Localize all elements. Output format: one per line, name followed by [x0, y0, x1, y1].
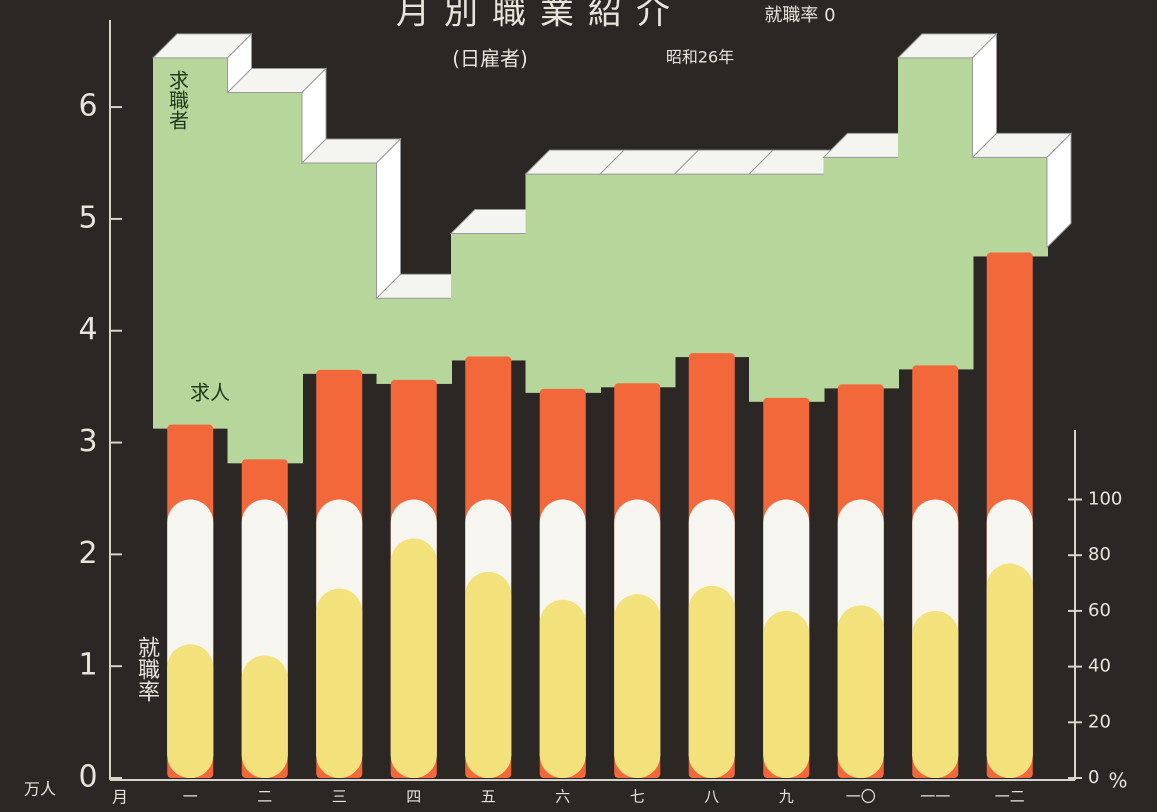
seeker-block	[823, 157, 899, 389]
x-tick-label: 一一	[920, 788, 950, 806]
rate-bar	[316, 588, 363, 778]
series-label: 求人	[190, 381, 230, 405]
seeker-block	[451, 233, 527, 361]
x-tick-label: 四	[406, 788, 421, 806]
seeker-block	[227, 92, 303, 464]
y-tick-label: 3	[78, 424, 97, 459]
x-label: 月	[112, 788, 128, 807]
seeker-block	[972, 157, 1048, 257]
y-tick-label: 1	[78, 648, 97, 683]
y2-tick-label: 60	[1088, 600, 1111, 621]
y-tick-label: 6	[78, 89, 97, 124]
series-label: 求職者	[166, 70, 190, 130]
x-tick-label: 三	[332, 788, 347, 806]
rate-bar	[986, 563, 1033, 778]
y2-tick-label: 80	[1088, 544, 1111, 565]
rate-bar	[688, 585, 735, 778]
rate-bar	[539, 599, 586, 778]
x-tick-label: 一	[183, 788, 198, 806]
y-tick-label: 5	[78, 200, 97, 235]
date-note: 昭和26年	[666, 48, 734, 67]
y2-unit: %	[1108, 769, 1127, 793]
series-label: 就職率	[134, 636, 160, 702]
seeker-block	[153, 57, 229, 429]
y2-tick-label: 20	[1088, 711, 1111, 732]
seeker-block-side	[376, 137, 401, 300]
seeker-block	[376, 298, 452, 384]
chart-title: 月別職業紹介	[396, 0, 684, 33]
x-tick-label: 二	[257, 788, 272, 806]
y-unit: 万人	[24, 780, 56, 799]
x-tick-label: 七	[630, 788, 645, 806]
y2-tick-label: 0	[1088, 767, 1099, 788]
seeker-block	[898, 57, 974, 370]
rate-bar	[912, 610, 959, 778]
seeker-block	[674, 174, 750, 358]
x-tick-label: 一二	[995, 788, 1025, 806]
rate-bar	[241, 655, 288, 778]
x-tick-label: 五	[481, 788, 496, 806]
rate-bar	[465, 571, 512, 778]
seeker-block	[525, 174, 601, 393]
rate-bar	[837, 605, 884, 778]
x-tick-label: 九	[779, 788, 794, 806]
rate-bar	[390, 538, 437, 778]
seeker-block-side	[1046, 132, 1072, 249]
y2-tick-label: 100	[1088, 489, 1122, 510]
x-tick-label: 六	[555, 788, 570, 806]
seeker-block	[302, 163, 378, 374]
y2-tick-label: 40	[1088, 656, 1111, 677]
y-tick-label: 4	[78, 312, 97, 347]
subtitle: (日雇者)	[452, 47, 528, 71]
rate-bar	[167, 644, 214, 778]
rate-bar	[763, 610, 810, 778]
x-tick-label: 一〇	[846, 788, 876, 806]
x-tick-label: 八	[704, 788, 719, 806]
top-note: 就職率 0	[764, 5, 835, 26]
seeker-block	[600, 174, 676, 388]
seeker-block	[749, 174, 825, 402]
y-tick-label: 0	[78, 760, 97, 795]
y-tick-label: 2	[78, 536, 97, 571]
rate-bar	[614, 594, 661, 778]
